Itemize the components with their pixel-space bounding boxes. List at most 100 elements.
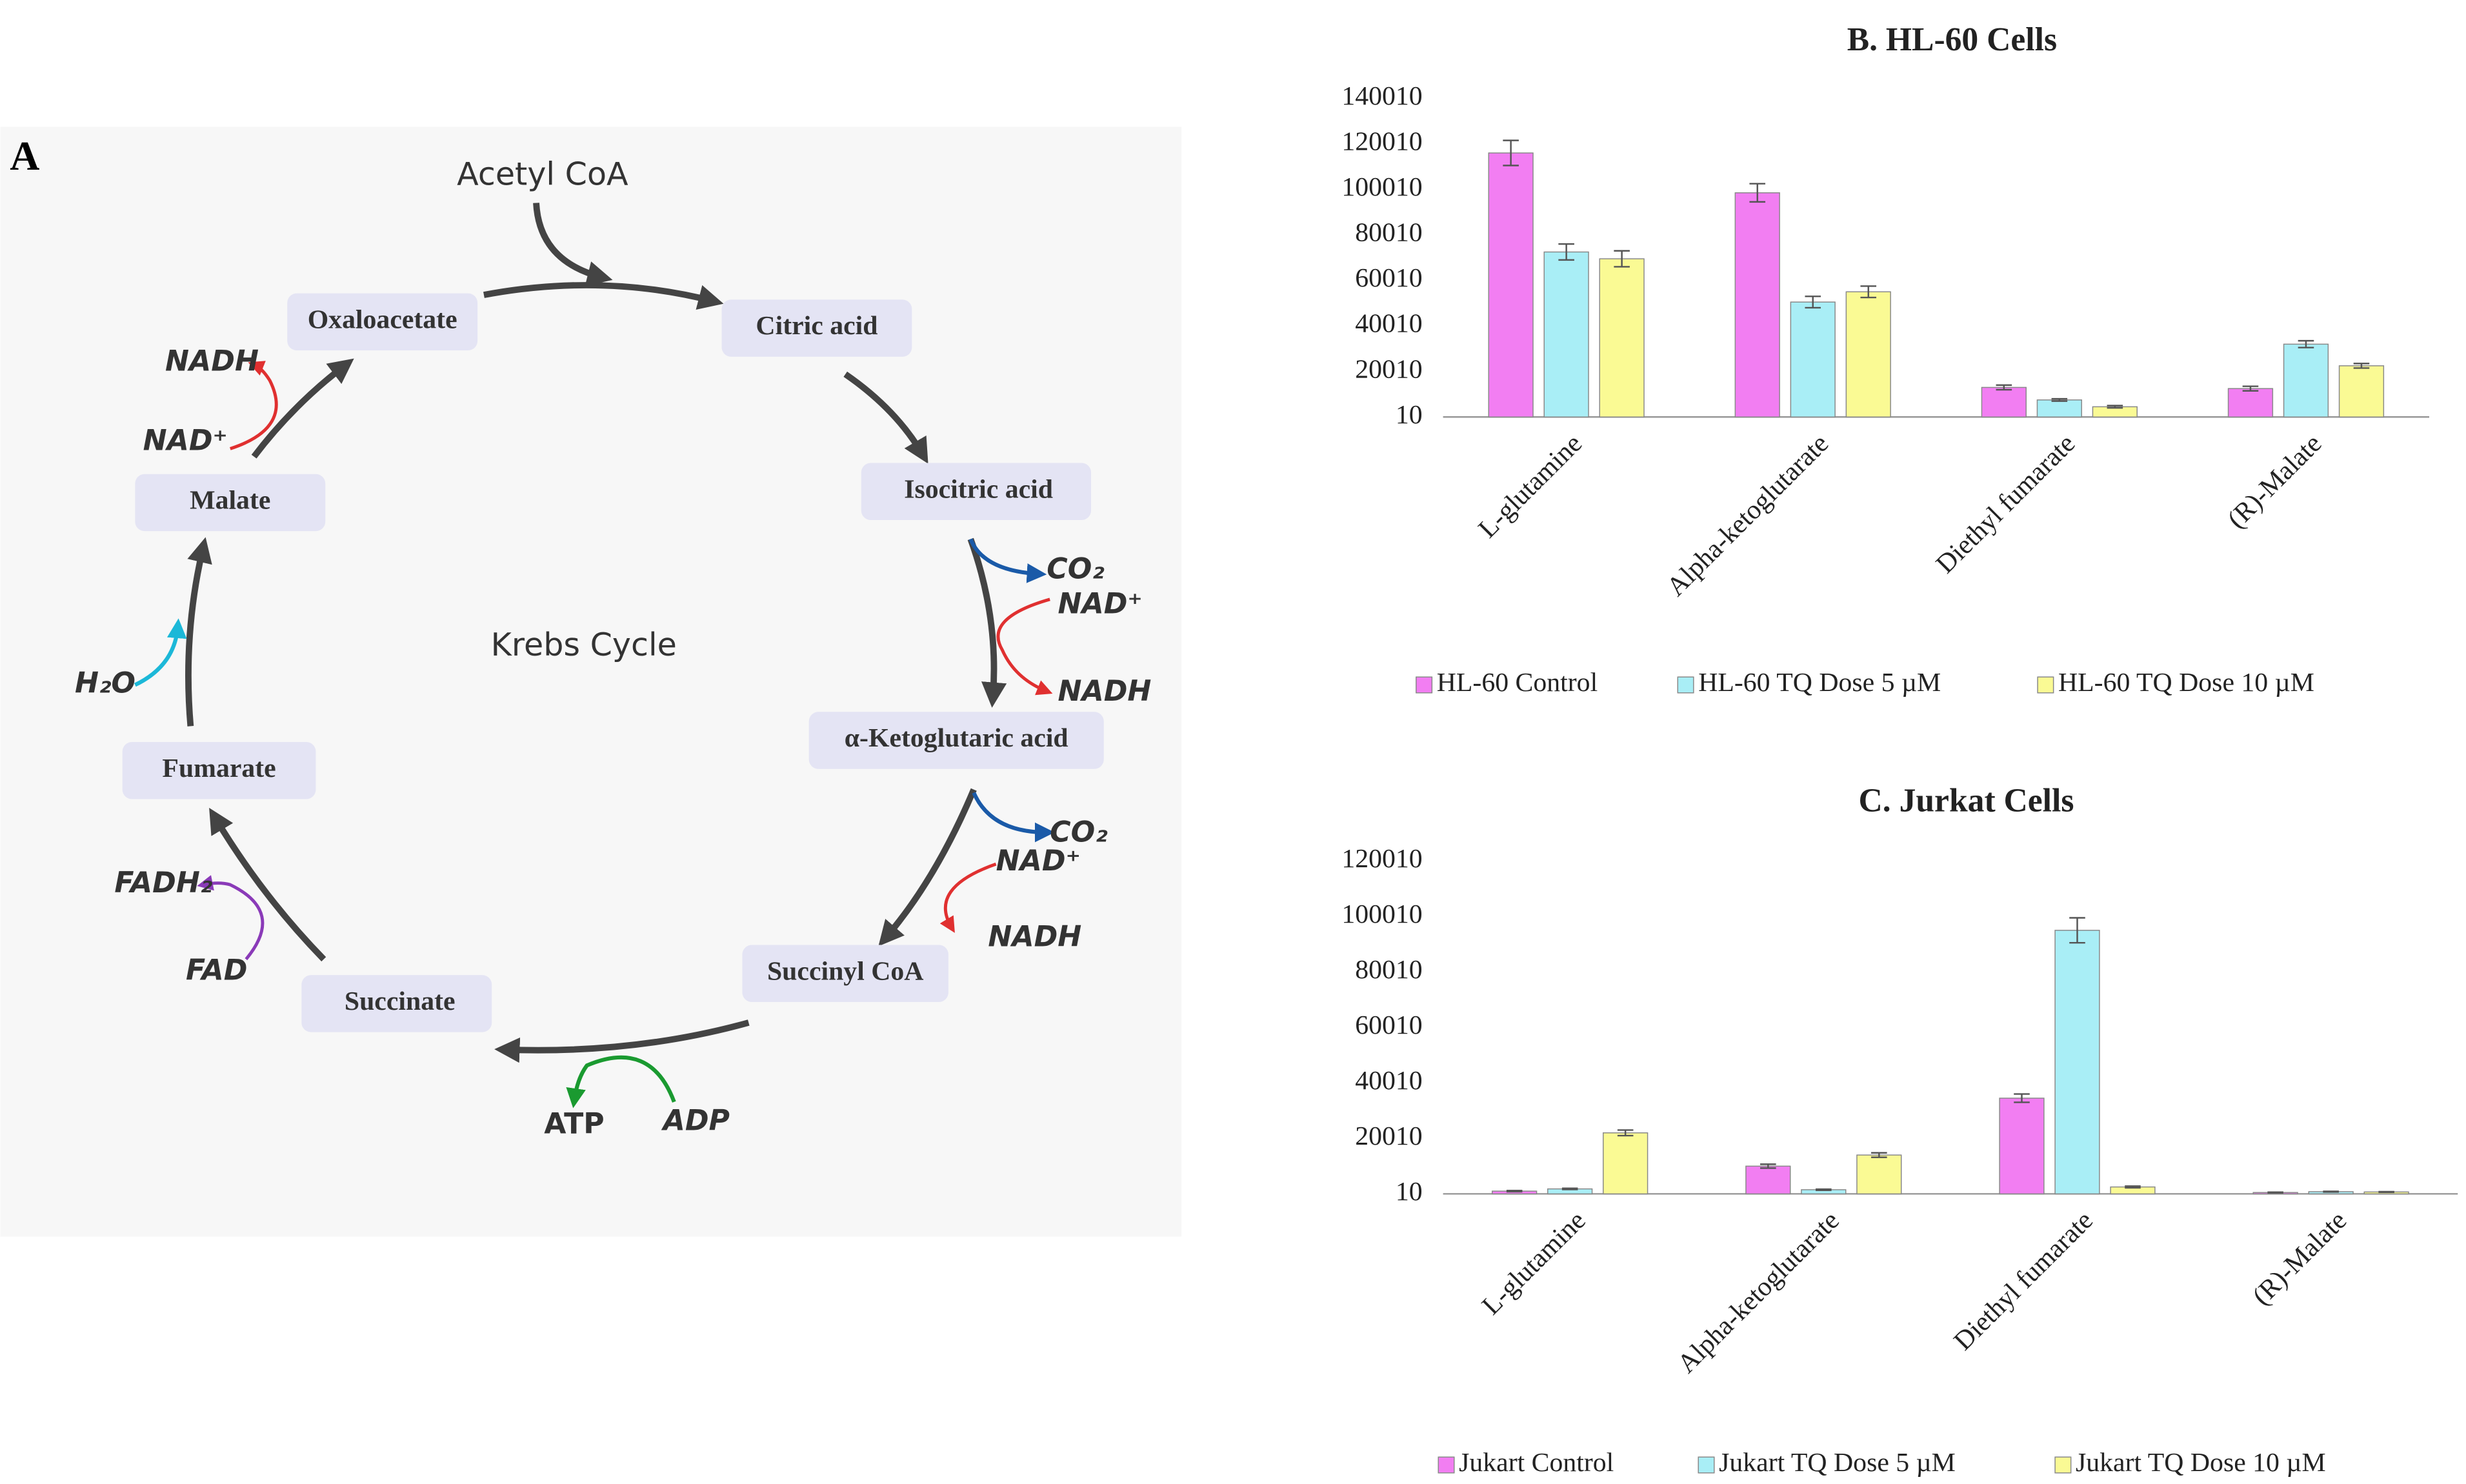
x-tick-label: L-glutamine [1473,428,1589,544]
error-bar [1760,1163,1776,1169]
y-tick-label: 20010 [1355,1121,1422,1151]
legend-label: Jukart TQ Dose 5 µM [1719,1448,1956,1478]
x-tick-label: Diethyl fumarate [1930,428,2081,579]
error-bar [2107,405,2123,409]
y-tick-label: 40010 [1355,309,1422,339]
y-tick-label: 100010 [1341,899,1422,929]
bar [1790,301,1836,417]
error-bar [1617,1129,1634,1137]
error-bar [2267,1191,2283,1194]
legend-swatch [1416,676,1433,694]
error-bar [2069,917,2085,944]
bar [1603,1132,1649,1195]
legend-label: HL-60 Control [1437,668,1598,697]
bar [2054,930,2100,1195]
error-bar [1871,1152,1887,1158]
error-bar [1860,285,1877,299]
legend-label: Jukart Control [1459,1448,1614,1478]
x-tick-label: (R)-Malate [2247,1205,2352,1311]
error-bar [2125,1185,2141,1189]
legend-swatch [2054,1456,2072,1474]
y-tick-label: 80010 [1355,218,1422,248]
y-tick-label: 120010 [1341,844,1422,874]
diagram: A Acetyl CoA Krebs Cycle Oxaloacetate Ci… [0,126,1182,1237]
node-label: Citric acid [756,311,877,341]
arrows [134,203,1055,1108]
cofactor: H₂O [75,667,135,700]
error-bar [1816,1188,1832,1192]
legend-swatch [1698,1456,1715,1474]
chart-title: C. Jurkat Cells [1859,783,2074,819]
y-tick-label: 120010 [1341,126,1422,156]
error-bar [2298,339,2314,348]
bar [1543,251,1589,417]
y-tick-label: 80010 [1355,955,1422,985]
error-bar [2014,1093,2030,1103]
y-tick-label: 20010 [1355,354,1422,384]
legend-label: Jukart TQ Dose 10 µM [2076,1448,2326,1478]
node-label: Fumarate [162,754,276,783]
legend-label: HL-60 TQ Dose 5 µM [1698,668,1941,697]
bar [1734,192,1780,417]
legend-swatch [1677,676,1694,694]
chart-title: B. HL-60 Cells [1847,21,2057,58]
error-bar [1996,384,2012,391]
node-label: Malate [190,486,270,516]
bar-chart: B. HL-60 Cells 10 20010 40010 60010 80010 1000… [1341,21,2430,697]
y-tick-label: 10 [1396,1177,1423,1207]
x-tick-label: Diethyl fumarate [1949,1205,2099,1356]
diagram-title: Krebs Cycle [491,626,677,663]
legend-label: HL-60 TQ Dose 10 µM [2058,668,2314,697]
cofactor: FADH₂ [114,867,212,899]
error-bar [1805,296,1821,309]
bar [1845,291,1891,417]
diagram-background [0,126,1182,1237]
bar [1745,1165,1791,1195]
error-bar [2353,363,2370,369]
x-tick-label: L-glutamine [1476,1205,1592,1321]
bar [2227,388,2274,417]
cofactor: CO₂ [1047,553,1105,586]
input-label: Acetyl CoA [457,155,628,192]
error-bar [1614,250,1630,268]
error-bar [1561,1187,1578,1190]
error-bar [1503,139,1519,166]
cofactor: NAD⁺ [996,845,1081,877]
legend-swatch [2037,676,2054,694]
cofactor: CO₂ [1050,816,1108,849]
bar [1856,1154,1902,1195]
cofactor: NAD⁺ [143,425,228,457]
charts: B. HL-60 Cells 10 20010 40010 60010 80010 1000… [1341,21,2458,1478]
error-bar [1506,1189,1523,1193]
bar [1981,386,2027,417]
error-bar [1558,243,1574,261]
bar [2283,343,2329,417]
node-label: Succinyl CoA [767,956,924,986]
cofactors: NADH NAD⁺ H₂O FADH₂ FAD ATP ADP CO₂ NAD⁺… [75,345,1151,1141]
bar [1599,258,1645,417]
y-tick-label: 40010 [1355,1066,1422,1096]
cofactor: ATP [544,1108,604,1141]
y-tick-label: 140010 [1341,81,1422,111]
node-label: α-Ketoglutaric acid [845,723,1068,753]
y-tick-label: 100010 [1341,172,1422,202]
x-tick-label: (R)-Malate [2222,428,2328,534]
panel-label: A [10,133,39,179]
y-tick-label: 60010 [1355,263,1422,293]
node-label: Oxaloacetate [308,305,457,334]
y-tick-label: 10 [1396,400,1423,430]
bar [1488,152,1534,417]
error-bar [1749,183,1766,203]
cofactor: FAD [186,954,247,987]
cofactor: NADH [988,921,1081,954]
x-tick-label: Alpha-ketoglutarate [1672,1205,1845,1379]
error-bar [2051,397,2068,402]
bar [1999,1098,2045,1195]
cofactor: NADH [165,345,259,378]
cofactor: NADH [1058,675,1151,708]
bar [2338,365,2385,417]
x-tick-label: Alpha-ketoglutarate [1661,428,1835,602]
error-bar [2242,385,2259,392]
y-tick-label: 60010 [1355,1010,1422,1040]
